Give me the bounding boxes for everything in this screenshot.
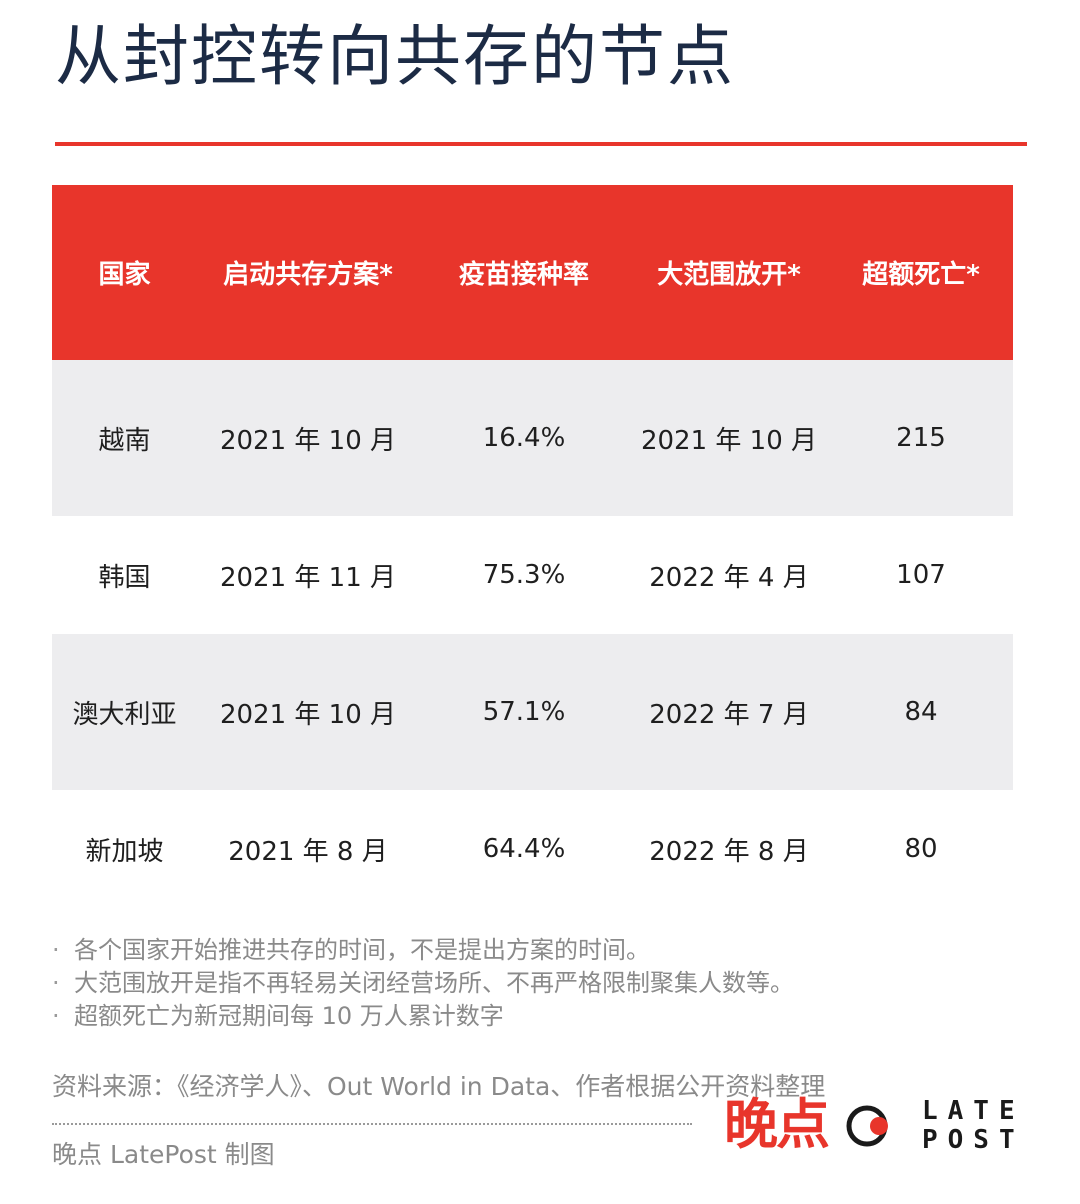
header-excess-deaths: 超额死亡*: [862, 260, 980, 290]
cell-full-reopening: 2022 年 4 月: [649, 562, 809, 593]
cell-vaccination-rate: 57.1%: [482, 697, 566, 727]
latepost-circle-logo-icon: [846, 1105, 888, 1147]
bullet: ·: [52, 969, 60, 997]
logo-cn-text: 晚点: [724, 1093, 830, 1156]
footnote-item: · 各个国家开始推进共存的时间，不是提出方案的时间。: [52, 934, 794, 967]
header-vaccination-rate: 疫苗接种率: [458, 260, 589, 290]
header-country: 国家: [98, 260, 151, 290]
cell-full-reopening: 2021 年 10 月: [640, 425, 818, 456]
table-row: 韩国 2021 年 11 月 75.3% 2022 年 4 月 107: [52, 516, 1013, 634]
table-row: 越南 2021 年 10 月 16.4% 2021 年 10 月 215: [52, 360, 1013, 516]
cell-country: 越南: [98, 425, 151, 456]
table-row: 澳大利亚 2021 年 10 月 57.1% 2022 年 7 月 84: [52, 634, 1013, 790]
cell-excess-deaths: 107: [896, 560, 946, 590]
cell-coexistence-start: 2021 年 11 月: [219, 562, 397, 593]
bullet: ·: [52, 1002, 60, 1030]
cell-coexistence-start: 2021 年 10 月: [219, 425, 397, 456]
cell-vaccination-rate: 16.4%: [482, 423, 566, 453]
cell-vaccination-rate: 64.4%: [482, 834, 566, 864]
cell-coexistence-start: 2021 年 8 月: [228, 836, 388, 867]
logo-en-line1: LATE: [922, 1096, 1025, 1126]
footnote-text: 各个国家开始推进共存的时间，不是提出方案的时间。: [74, 936, 650, 964]
table-header-row: 国家 启动共存方案* 疫苗接种率 大范围放开* 超额死亡*: [52, 185, 1013, 360]
source-line: 资料来源：《经济学人》、Out World in Data、作者根据公开资料整理: [52, 1072, 826, 1101]
dotted-divider: [52, 1123, 692, 1125]
cell-full-reopening: 2022 年 7 月: [649, 699, 809, 730]
header-full-reopening: 大范围放开*: [657, 260, 801, 290]
page-title: 从封控转向共存的节点: [55, 18, 735, 95]
title-divider: [55, 142, 1027, 146]
footnote-item: · 超额死亡为新冠期间每 10 万人累计数字: [52, 1000, 794, 1033]
footnote-text: 超额死亡为新冠期间每 10 万人累计数字: [74, 1002, 504, 1030]
table-row: 新加坡 2021 年 8 月 64.4% 2022 年 8 月 80: [52, 790, 1013, 908]
bullet: ·: [52, 936, 60, 964]
logo-en-line2: POST: [922, 1125, 1025, 1155]
latepost-logo: 晚点 LATE POST: [724, 1093, 1044, 1163]
footnotes: · 各个国家开始推进共存的时间，不是提出方案的时间。 · 大范围放开是指不再轻易关闭…: [52, 934, 794, 1033]
credit-line: 晚点 LatePost 制图: [52, 1140, 275, 1169]
cell-country: 新加坡: [85, 836, 164, 867]
footnote-text: 大范围放开是指不再轻易关闭经营场所、不再严格限制聚集人数等。: [74, 969, 794, 997]
cell-excess-deaths: 84: [904, 697, 938, 727]
header-coexistence-start: 启动共存方案*: [223, 260, 393, 290]
cell-vaccination-rate: 75.3%: [482, 560, 566, 590]
cell-country: 澳大利亚: [72, 699, 177, 730]
footnote-item: · 大范围放开是指不再轻易关闭经营场所、不再严格限制聚集人数等。: [52, 967, 794, 1000]
cell-excess-deaths: 215: [896, 423, 946, 453]
logo-en-text: LATE POST: [922, 1097, 1025, 1155]
data-table: 国家 启动共存方案* 疫苗接种率 大范围放开* 超额死亡* 越南 2021 年 …: [52, 185, 1013, 908]
cell-coexistence-start: 2021 年 10 月: [219, 699, 397, 730]
cell-country: 韩国: [98, 562, 151, 593]
cell-full-reopening: 2022 年 8 月: [649, 836, 809, 867]
cell-excess-deaths: 80: [904, 834, 938, 864]
